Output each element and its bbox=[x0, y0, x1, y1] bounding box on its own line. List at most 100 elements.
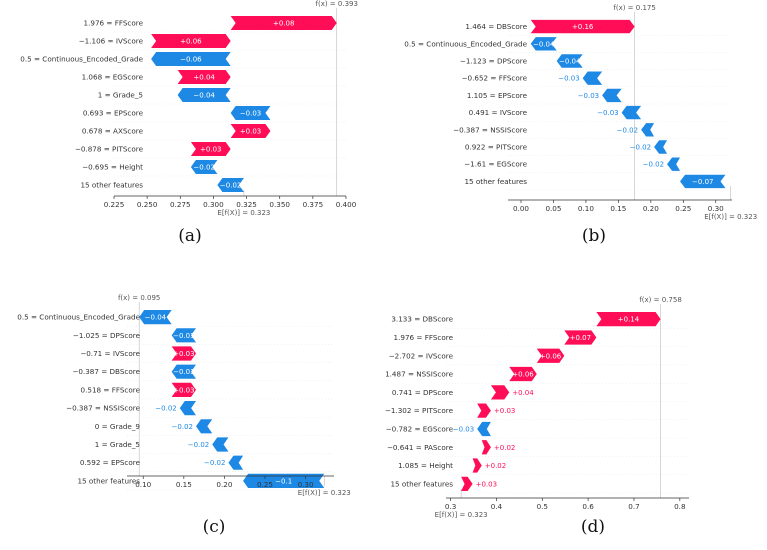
feature-label: 15 other features bbox=[77, 476, 140, 485]
contribution-label: −0.03 bbox=[558, 75, 579, 83]
feature-label: 1.976 = FFScore bbox=[84, 19, 144, 28]
feature-label: −0.387 = NSSIScore bbox=[453, 125, 528, 134]
bar-negative bbox=[556, 54, 583, 68]
base-value-label: E[f(X)] = 0.323 bbox=[435, 511, 488, 519]
fx-label: f(x) = 0.175 bbox=[613, 4, 655, 12]
x-tick-label: 0.7 bbox=[628, 502, 639, 511]
contribution-label: −0.02 bbox=[617, 126, 638, 134]
contribution-label: −0.03 bbox=[240, 110, 261, 118]
bar-positive bbox=[509, 366, 537, 382]
feature-label: 3.133 = DBScore bbox=[391, 315, 453, 324]
x-tick-label: 0.25 bbox=[257, 480, 273, 489]
bar-negative bbox=[171, 364, 196, 379]
x-tick-label: 0.8 bbox=[674, 502, 686, 511]
bar-positive bbox=[171, 346, 196, 361]
feature-label: 1.464 = DBScore bbox=[465, 22, 527, 31]
bar-positive bbox=[490, 385, 510, 400]
contribution-label: +0.03 bbox=[173, 350, 194, 358]
bar-negative bbox=[217, 177, 244, 193]
contribution-label: +0.03 bbox=[173, 386, 194, 394]
x-tick-label: 0.15 bbox=[610, 204, 626, 213]
feature-label: 1.085 = Height bbox=[398, 461, 453, 470]
x-tick-label: 0.225 bbox=[104, 200, 125, 209]
feature-label: 0.592 = EPScore bbox=[80, 458, 141, 467]
bar-negative bbox=[530, 37, 557, 51]
contribution-label: −0.03 bbox=[578, 92, 599, 100]
feature-label: −0.387 = NSSIScore bbox=[66, 404, 141, 413]
x-tick-label: 0.250 bbox=[137, 200, 158, 209]
base-value-label: E[f(X)] = 0.323 bbox=[704, 213, 757, 221]
feature-label: 0.5 = Continuous_Encoded_Grade bbox=[17, 313, 140, 322]
contribution-label: +0.02 bbox=[494, 444, 515, 452]
contribution-label: −0.02 bbox=[204, 459, 225, 467]
contribution-label: −0.02 bbox=[155, 405, 176, 413]
feature-label: −1.123 = DPScore bbox=[460, 57, 528, 66]
bar-negative bbox=[667, 157, 681, 171]
bar-negative bbox=[179, 401, 196, 416]
feature-label: 1.105 = EPScore bbox=[467, 91, 528, 100]
feature-label: −0.387 = DBScore bbox=[72, 367, 140, 376]
feature-label: 15 other features bbox=[80, 181, 143, 190]
contribution-label: −0.02 bbox=[188, 441, 209, 449]
bar-positive bbox=[481, 440, 491, 455]
bar-negative bbox=[654, 140, 668, 154]
bar-positive bbox=[596, 312, 661, 327]
contribution-label: +0.03 bbox=[476, 480, 497, 488]
feature-label: 0.693 = EPScore bbox=[83, 109, 144, 118]
contribution-label: −0.04 bbox=[559, 58, 581, 66]
feature-label: −0.652 = FFScore bbox=[462, 74, 528, 83]
bar-negative bbox=[582, 71, 603, 85]
feature-label: −0.782 = EGScore bbox=[386, 424, 454, 433]
x-tick-label: 0.05 bbox=[545, 204, 561, 213]
panel-caption: (a) bbox=[178, 226, 201, 246]
waterfall-panel-b: f(x) = 0.175 +0.16 1.464 = DBScore −0.04 0.5… bbox=[404, 4, 757, 246]
feature-label: 0 = Grade_9 bbox=[95, 422, 141, 431]
contribution-label: +0.16 bbox=[572, 23, 594, 31]
x-tick-label: 0.10 bbox=[578, 204, 594, 213]
bar-negative bbox=[212, 437, 229, 452]
feature-label: 0.5 = Continuous_Encoded_Grade bbox=[404, 39, 527, 48]
x-tick-label: 0.30 bbox=[298, 480, 314, 489]
feature-label: −0.641 = PAScore bbox=[387, 443, 454, 452]
x-tick-label: 0.5 bbox=[537, 502, 548, 511]
x-tick-label: 0.6 bbox=[582, 502, 594, 511]
x-tick-label: 0.275 bbox=[170, 200, 191, 209]
bar-positive bbox=[190, 141, 231, 157]
contribution-label: +0.02 bbox=[485, 462, 506, 470]
x-tick-label: 0.375 bbox=[303, 200, 324, 209]
feature-label: −0.695 = Height bbox=[82, 163, 143, 172]
feature-label: 1.487 = NSSIScore bbox=[385, 370, 453, 379]
contribution-label: +0.07 bbox=[570, 334, 591, 342]
x-tick-label: 0.20 bbox=[643, 204, 659, 213]
bar-negative bbox=[177, 87, 231, 103]
feature-label: −1.025 = DPScore bbox=[73, 331, 141, 340]
feature-label: 0.518 = FFScore bbox=[81, 385, 141, 394]
feature-label: −0.878 = PITScore bbox=[75, 145, 144, 154]
bar-negative bbox=[477, 421, 491, 437]
contribution-label: −0.06 bbox=[180, 56, 202, 64]
bar-positive bbox=[230, 123, 271, 139]
fx-label: f(x) = 0.393 bbox=[316, 0, 358, 8]
x-tick-label: 0.400 bbox=[336, 200, 357, 209]
contribution-label: −0.04 bbox=[145, 314, 167, 322]
feature-label: 0.491 = IVScore bbox=[469, 108, 528, 117]
contribution-label: −0.07 bbox=[692, 178, 713, 186]
feature-label: −1.302 = PITScore bbox=[385, 406, 454, 415]
panel-caption: (d) bbox=[581, 517, 605, 537]
x-tick-label: 0.4 bbox=[491, 502, 503, 511]
base-value-label: E[f(X)] = 0.323 bbox=[298, 489, 351, 497]
bar-positive bbox=[530, 19, 635, 34]
bar-positive bbox=[472, 458, 482, 473]
contribution-label: +0.04 bbox=[512, 389, 534, 397]
bar-positive bbox=[536, 348, 565, 363]
waterfall-panel-d: f(x) = 0.758 +0.14 3.133 = DBScore +0.07 1.9… bbox=[385, 296, 689, 537]
x-tick-label: 0.00 bbox=[513, 204, 529, 213]
panel-caption: (c) bbox=[203, 517, 226, 537]
x-tick-label: 0.30 bbox=[708, 204, 724, 213]
bar-negative bbox=[680, 174, 726, 189]
feature-label: 0.741 = DPScore bbox=[392, 388, 454, 397]
feature-label: 1 = Grade_5 bbox=[98, 91, 143, 100]
contribution-label: −0.03 bbox=[597, 109, 618, 117]
x-tick-label: 0.10 bbox=[135, 480, 151, 489]
base-value-label: E[f(X)] = 0.323 bbox=[217, 209, 270, 217]
